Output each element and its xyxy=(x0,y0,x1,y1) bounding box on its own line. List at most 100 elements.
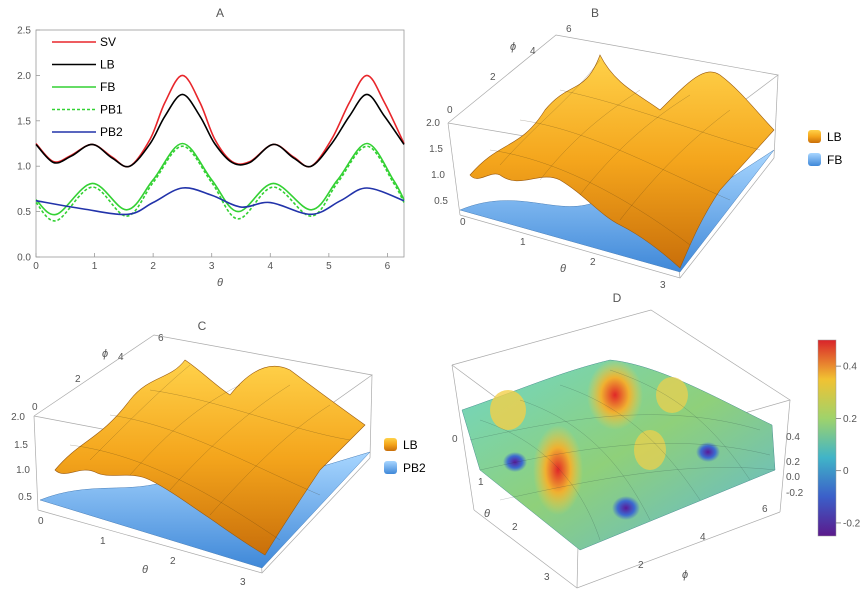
panel-b-ylabel: ϕ xyxy=(510,41,516,53)
legend-label-fb: FB xyxy=(827,153,842,167)
legend-label-fb: FB xyxy=(100,80,115,94)
panel-d-xlabel: θ xyxy=(484,508,490,520)
panel-b-lb-surface xyxy=(469,54,775,269)
panel-c-ztick: 0.5 xyxy=(18,492,32,503)
panel-b-ztick: 2.0 xyxy=(426,118,440,129)
y-tick-label: 2.0 xyxy=(17,71,31,82)
panel-c-xlabel: θ xyxy=(142,564,148,576)
panel-b-xtick: 0 xyxy=(460,217,466,228)
panel-c-ztick: 1.0 xyxy=(16,465,30,476)
panel-d-ytick: 6 xyxy=(762,504,768,515)
panel-a-title: A xyxy=(216,6,224,20)
panel-c-ytick: 0 xyxy=(32,402,38,413)
panel-b-title: B xyxy=(591,6,599,20)
panel-b-legend: LB FB xyxy=(808,130,842,167)
panel-c-ytick: 4 xyxy=(118,352,124,363)
panel-c-title: C xyxy=(198,319,207,333)
panel-d-peak xyxy=(533,425,583,515)
panel-c-ztick: 2.0 xyxy=(11,412,25,423)
panel-d-ztick: 0.2 xyxy=(786,457,800,468)
series-line-fb xyxy=(35,142,405,216)
panel-d-ztick: 0.4 xyxy=(786,432,800,443)
colorbar-tick-label: 0.2 xyxy=(843,414,857,425)
legend-swatch-fb xyxy=(808,153,821,166)
x-tick-label: 0 xyxy=(33,261,39,272)
y-tick-label: 0.5 xyxy=(17,207,31,218)
panel-c-ylabel: ϕ xyxy=(102,348,108,360)
panel-c-xtick: 0 xyxy=(38,516,44,527)
panel-c-tick-labels: 2.0 1.5 1.0 0.5 0 1 2 3 0 2 4 6 xyxy=(11,333,246,588)
panel-b-ytick: 4 xyxy=(530,46,536,57)
legend-label-pb1: PB1 xyxy=(100,103,123,117)
legend-swatch-lb xyxy=(384,438,397,451)
panel-d-bump xyxy=(634,430,666,470)
panel-b-ztick: 1.5 xyxy=(429,144,443,155)
panel-b-tick-labels: 2.0 1.5 1.0 0.5 0 1 2 3 0 2 4 6 xyxy=(426,24,666,291)
panel-b-xtick: 3 xyxy=(660,280,666,291)
series-line-sv xyxy=(35,74,405,168)
panel-d-title: D xyxy=(613,291,622,305)
panel-b-ytick: 6 xyxy=(566,24,572,35)
series-line-lb xyxy=(35,93,405,168)
series-line-pb1 xyxy=(35,145,405,222)
panel-c-xtick: 3 xyxy=(240,577,246,588)
panel-d-colorbar: 0.4 0.2 0 -0.2 xyxy=(817,339,861,537)
y-tick-label: 1.5 xyxy=(17,116,31,127)
panel-d-bump xyxy=(490,390,526,430)
panel-b-ytick: 0 xyxy=(447,105,453,116)
legend-label-lb: LB xyxy=(403,438,418,452)
panel-a-ticks: 0 1 2 3 4 5 6 0.0 0.5 1.0 1.5 2.0 2.5 xyxy=(17,26,391,273)
y-tick-label: 1.0 xyxy=(17,162,31,173)
panel-a-xlabel: θ xyxy=(217,277,223,289)
panel-c-lb-surface xyxy=(54,359,366,556)
y-tick-label: 2.5 xyxy=(17,26,31,37)
panel-b-xtick: 2 xyxy=(590,257,596,268)
panel-d-xtick: 3 xyxy=(544,572,550,583)
legend-swatch-lb xyxy=(808,130,821,143)
panel-c-3d-surface: C 2.0 1.5 1.0 0.5 0 1 2 3 0 xyxy=(11,319,426,588)
panel-d-ytick: 2 xyxy=(638,560,644,571)
panel-d-pit xyxy=(612,496,640,520)
panel-d-ztick: -0.2 xyxy=(786,488,804,499)
legend-label-pb2: PB2 xyxy=(100,125,123,139)
colorbar-gradient xyxy=(817,339,837,537)
x-tick-label: 1 xyxy=(92,261,98,272)
colorbar-tick-label: -0.2 xyxy=(843,518,861,529)
panel-d-xtick: 2 xyxy=(512,522,518,533)
panel-c-xtick: 2 xyxy=(170,556,176,567)
panel-d-ytick: 4 xyxy=(700,532,706,543)
colorbar-tick-label: 0.4 xyxy=(843,362,857,373)
panel-d-pit xyxy=(696,442,720,462)
panel-b-ztick: 0.5 xyxy=(434,196,448,207)
colorbar-ticks: 0.4 0.2 0 -0.2 xyxy=(836,362,861,529)
panel-d-pit xyxy=(503,452,527,472)
panel-b-ztick: 1.0 xyxy=(431,170,445,181)
panel-d-xtick: 1 xyxy=(478,477,484,488)
panel-a-line-chart: A 0 1 2 3 4 5 6 0.0 0.5 1.0 1.5 2.0 2.5 SV LB FB PB1 PB2… xyxy=(17,6,405,289)
legend-label-lb: LB xyxy=(100,58,115,72)
panel-d-ztick: 0.0 xyxy=(786,472,800,483)
panel-a-series xyxy=(35,74,405,222)
legend-label-sv: SV xyxy=(100,35,116,49)
panel-c-ytick: 2 xyxy=(75,374,81,385)
x-tick-label: 6 xyxy=(385,261,391,272)
panel-c-ztick: 1.5 xyxy=(14,440,28,451)
panel-d-xtick: 0 xyxy=(452,434,458,445)
panel-c-mesh xyxy=(69,364,351,541)
x-tick-label: 4 xyxy=(268,261,274,272)
panel-a-legend: SV LB FB PB1 PB2 xyxy=(52,35,123,139)
x-tick-label: 2 xyxy=(150,261,156,272)
panel-d-3d-surface: D 0.4 0.2 0.0 -0.2 xyxy=(451,291,861,589)
panel-d-tick-labels: 0.4 0.2 0.0 -0.2 0 1 2 3 2 4 6 xyxy=(452,432,804,583)
y-tick-label: 0.0 xyxy=(17,253,31,264)
series-line-pb2 xyxy=(35,187,405,216)
panel-d-mesh xyxy=(469,369,776,541)
panel-d-surface xyxy=(461,359,776,551)
panel-b-xtick: 1 xyxy=(520,237,526,248)
x-tick-label: 3 xyxy=(209,261,215,272)
legend-swatch-pb2 xyxy=(384,461,397,474)
colorbar-tick-label: 0 xyxy=(843,466,849,477)
x-tick-label: 5 xyxy=(326,261,332,272)
panel-d-bump xyxy=(656,377,688,413)
